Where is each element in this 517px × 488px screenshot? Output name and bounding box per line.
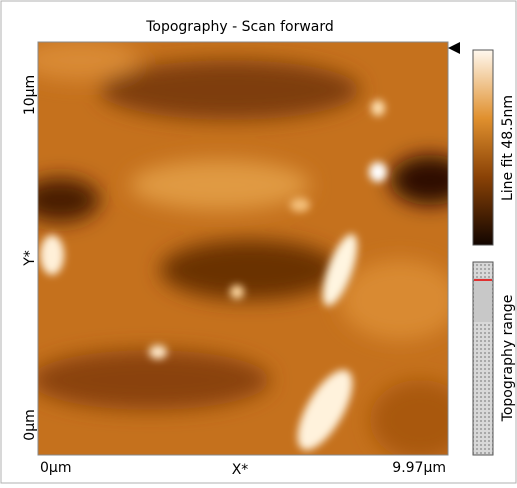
x-label-right: 9.97µm [392, 460, 446, 476]
y-label-top: 10µm [22, 75, 38, 115]
window: Topography - Scan forward 10µm Y* 0µm [0, 0, 517, 484]
range-bar-label: Topography range [500, 295, 516, 423]
topography-image [20, 40, 470, 460]
y-label-middle: Y* [22, 250, 38, 267]
y-label-bottom: 0µm [22, 409, 38, 440]
range-window [474, 278, 492, 322]
x-label-left: 0µm [40, 460, 71, 476]
title: Topography - Scan forward [145, 19, 334, 35]
color-scale [473, 50, 493, 245]
x-label-middle: X* [232, 462, 249, 478]
color-scale-label: Line fit 48.5nm [500, 95, 516, 201]
